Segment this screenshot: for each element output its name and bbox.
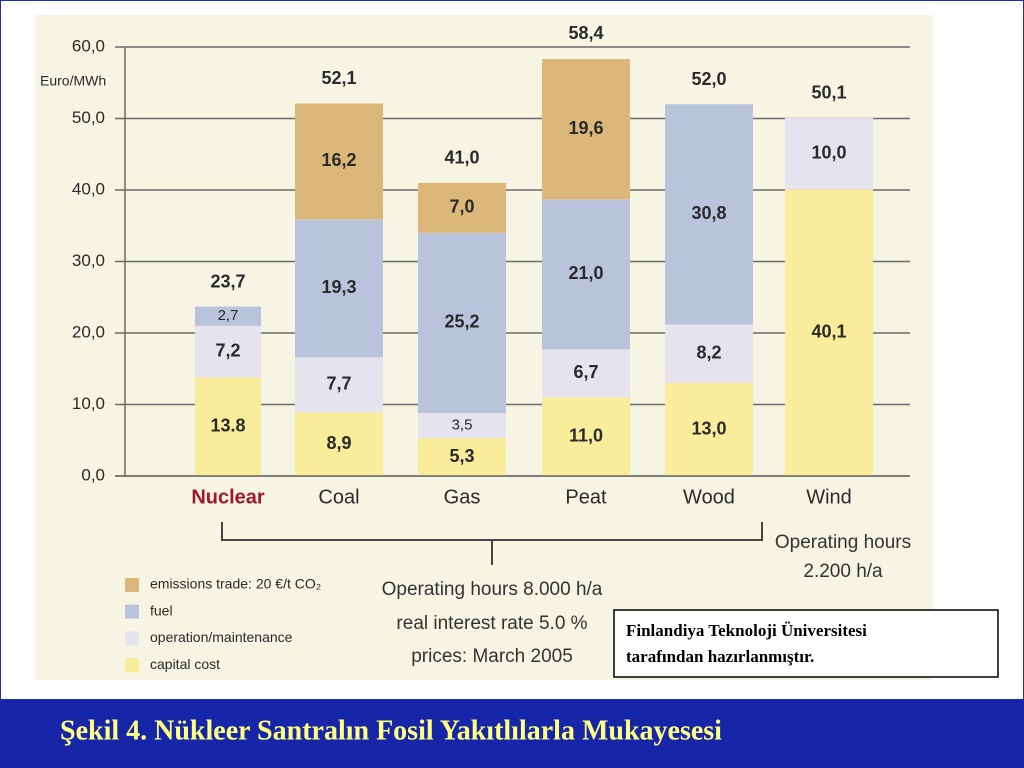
value-label: 8,2	[696, 342, 721, 362]
y-tick-label: 40,0	[72, 179, 105, 198]
bracket	[221, 522, 763, 565]
bar-segment	[195, 325, 261, 378]
footer-band	[0, 700, 1024, 768]
y-tick-label: 30,0	[72, 251, 105, 270]
bar-segment	[785, 189, 873, 476]
bar-segment	[418, 413, 506, 439]
value-label: 3,5	[452, 417, 473, 434]
legend-swatch	[125, 631, 139, 646]
bar-segment	[295, 412, 383, 476]
annotation: 2.200 h/a	[803, 561, 883, 582]
bar-segment	[418, 182, 506, 233]
note-line: Finlandiya Teknoloji Üniversitesi	[626, 621, 867, 640]
value-label: 10,0	[811, 142, 846, 162]
value-label: 40,1	[811, 321, 846, 341]
y-axis-label: Euro/MWh	[40, 73, 106, 89]
annotation: prices: March 2005	[411, 646, 573, 667]
legend-label: operation/maintenance	[150, 629, 293, 645]
legend-swatch	[125, 604, 139, 619]
value-label: 19,6	[568, 118, 603, 138]
bar-segment	[665, 324, 753, 384]
y-tick-label: 0,0	[81, 465, 105, 484]
bar-segment	[665, 104, 753, 325]
value-label: 2,7	[218, 307, 239, 324]
y-tick-label: 20,0	[72, 322, 105, 341]
legend-label: emissions trade: 20 €/t CO₂	[150, 576, 321, 592]
bar-segment	[665, 383, 753, 476]
x-tick-label: Wood	[683, 486, 735, 508]
annotation: real interest rate 5.0 %	[396, 613, 587, 634]
total-label: 52,1	[321, 68, 356, 88]
bar-segment	[542, 349, 630, 398]
value-label: 19,3	[321, 277, 356, 297]
x-tick-label: Wind	[806, 486, 852, 508]
total-label: 41,0	[444, 148, 479, 168]
bar-segment	[542, 199, 630, 350]
x-tick-label: Coal	[318, 486, 359, 508]
y-tick-label: 10,0	[72, 394, 105, 413]
note-box	[613, 609, 999, 678]
bar-segment	[542, 59, 630, 200]
total-label: 52,0	[691, 69, 726, 89]
bar-segment	[295, 219, 383, 358]
value-label: 13,0	[691, 418, 726, 438]
annotation: Operating hours	[775, 532, 911, 553]
value-label: 21,0	[568, 263, 603, 283]
value-label: 6,7	[573, 362, 598, 382]
footer-title: Şekil 4. Nükleer Santralın Fosil Yakıtlı…	[60, 715, 722, 746]
bar-segment	[295, 103, 383, 220]
value-label: 7,0	[449, 197, 474, 217]
y-tick-label: 50,0	[72, 108, 105, 127]
bar-segment	[542, 397, 630, 476]
total-label: 58,4	[568, 23, 603, 43]
value-label: 11,0	[569, 425, 603, 445]
legend-label: fuel	[150, 602, 173, 618]
value-label: 8,9	[326, 433, 351, 453]
bar-segment	[785, 117, 873, 190]
bar-segment	[418, 232, 506, 414]
annotation: Operating hours 8.000 h/a	[382, 579, 603, 600]
bar-segment	[195, 306, 261, 326]
x-tick-label: Nuclear	[191, 486, 265, 508]
legend-label: capital cost	[150, 656, 220, 672]
x-tick-label: Gas	[444, 486, 481, 508]
value-label: 7,2	[215, 340, 240, 360]
x-tick-label: Peat	[565, 486, 607, 508]
value-label: 13.8	[210, 415, 245, 435]
value-label: 7,7	[326, 374, 351, 394]
bar-segment	[195, 377, 261, 476]
bar-segment	[295, 357, 383, 413]
value-label: 25,2	[444, 312, 479, 332]
total-label: 50,1	[811, 83, 846, 103]
bar-segment	[418, 438, 506, 476]
value-label: 16,2	[321, 150, 356, 170]
note-line: tarafından hazırlanmıştır.	[626, 647, 814, 666]
y-tick-label: 60,0	[72, 36, 105, 55]
value-label: 5,3	[449, 446, 474, 466]
legend-swatch	[125, 658, 139, 673]
total-label: 23,7	[210, 271, 245, 291]
value-label: 30,8	[691, 203, 726, 223]
legend-swatch	[125, 578, 139, 592]
